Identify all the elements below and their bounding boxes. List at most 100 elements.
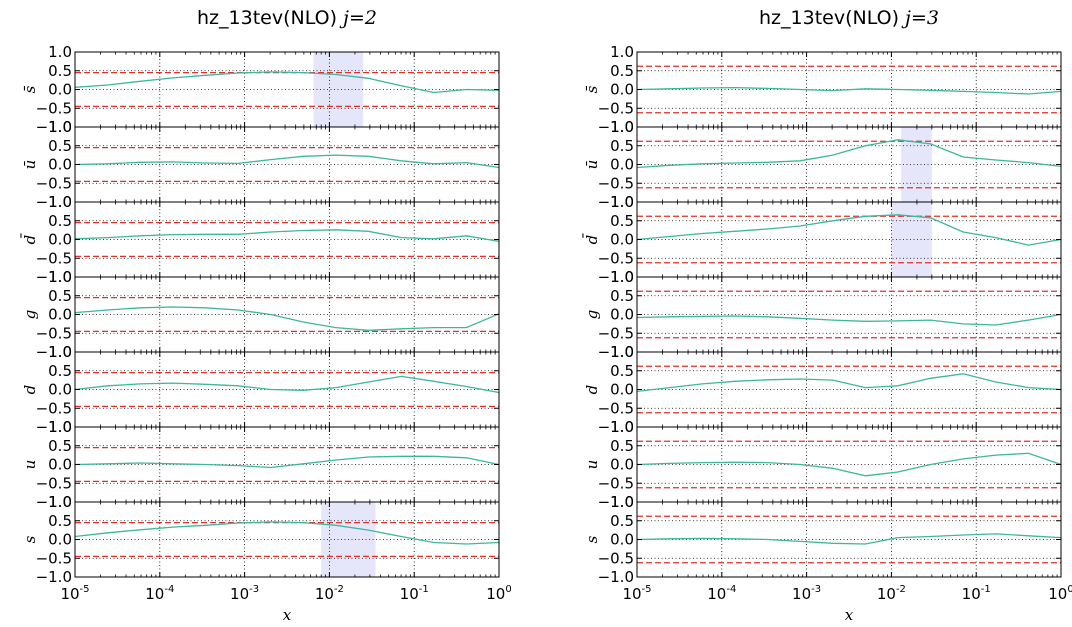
y-tick-label: 1.0 <box>48 493 72 511</box>
panel-label: s <box>583 535 601 543</box>
y-tick-label: 0.0 <box>610 81 634 99</box>
y-tick-label: −0.5 <box>598 474 634 492</box>
y-tick-label: 0.0 <box>610 156 634 174</box>
x-tick-label: 10-4 <box>707 584 736 603</box>
x-tick-label-base: 10 <box>962 585 981 603</box>
x-tick-label-base: 10 <box>145 585 164 603</box>
y-tick-label: −0.5 <box>36 399 72 417</box>
y-tick-label: −0.5 <box>36 549 72 567</box>
y-tick-label: 0.5 <box>48 512 72 530</box>
y-tick-label: 0.0 <box>610 306 634 324</box>
y-tick-label: 0.5 <box>610 437 634 455</box>
chart-title-equality: =2 <box>349 7 377 29</box>
y-tick-label: 1.0 <box>610 43 634 61</box>
panel-6: 1.00.50.0−0.5−1.0u <box>21 418 500 511</box>
y-tick-label: 0.0 <box>610 456 634 474</box>
y-tick-label: 1.0 <box>610 268 634 286</box>
y-tick-label: −1.0 <box>36 193 72 211</box>
y-tick-label: −1.0 <box>36 493 72 511</box>
y-tick-label: 1.0 <box>48 268 72 286</box>
panel-label: s <box>21 535 39 543</box>
x-tick-label-base: 10 <box>792 585 811 603</box>
y-tick-label: 0.0 <box>48 306 72 324</box>
panel-label: ū <box>21 160 39 170</box>
y-tick-label: −0.5 <box>36 249 72 267</box>
data-curve <box>74 229 500 243</box>
chart-2: hz_13tev(NLO) j=31.00.50.0−0.5−1.0s̄1.00… <box>583 7 1072 624</box>
highlight-band <box>901 127 932 202</box>
y-tick-label: 1.0 <box>48 418 72 436</box>
y-tick-label: 0.5 <box>610 362 634 380</box>
data-curve <box>636 313 1062 326</box>
data-curve <box>636 86 1062 95</box>
panel-label: d̄ <box>583 233 601 244</box>
y-tick-label: −0.5 <box>36 99 72 117</box>
chart-title: hz_13tev(NLO) j=2 <box>197 7 377 29</box>
panel-label: s̄ <box>583 85 601 93</box>
panel-5: 1.00.50.0−0.5−1.0d <box>583 343 1062 436</box>
y-tick-label: 1.0 <box>48 43 72 61</box>
x-tick-label: 10-2 <box>877 584 906 603</box>
y-tick-label: 1.0 <box>48 193 72 211</box>
chart-title: hz_13tev(NLO) j=3 <box>759 7 939 29</box>
x-tick-label-base: 10 <box>400 585 419 603</box>
y-tick-label: 0.0 <box>48 381 72 399</box>
y-tick-label: 0.0 <box>610 381 634 399</box>
x-tick-label-base: 10 <box>707 585 726 603</box>
y-tick-label: 0.5 <box>48 212 72 230</box>
chart-title-text: hz_13tev(NLO) <box>197 7 343 29</box>
data-curve <box>636 139 1062 169</box>
y-tick-label: −0.5 <box>598 549 634 567</box>
x-tick-label-base: 10 <box>60 585 79 603</box>
x-tick-label: 10-4 <box>145 584 174 603</box>
x-tick-label: 100 <box>1048 584 1072 603</box>
x-tick-label: 10-5 <box>622 584 651 603</box>
x-tick-label: 10-3 <box>230 584 259 603</box>
x-tick-label-exponent: -5 <box>642 584 652 595</box>
y-tick-label: −1.0 <box>598 493 634 511</box>
y-tick-label: −0.5 <box>598 324 634 342</box>
x-tick-label-exponent: -2 <box>896 584 906 595</box>
y-tick-label: −0.5 <box>598 99 634 117</box>
y-tick-label: 1.0 <box>610 343 634 361</box>
panel-label: u <box>21 460 39 470</box>
data-curve <box>74 154 500 169</box>
y-tick-label: −1.0 <box>598 568 634 586</box>
data-curve <box>74 375 500 394</box>
y-tick-label: 0.0 <box>48 156 72 174</box>
y-tick-label: −1.0 <box>36 343 72 361</box>
y-tick-label: −0.5 <box>36 174 72 192</box>
y-tick-label: 0.5 <box>610 137 634 155</box>
highlight-band <box>891 202 932 277</box>
y-tick-label: 0.5 <box>610 212 634 230</box>
y-tick-label: −1.0 <box>36 568 72 586</box>
data-curve <box>74 71 500 94</box>
x-tick-label-exponent: -4 <box>726 584 736 595</box>
x-tick-label: 100 <box>486 584 511 603</box>
y-tick-label: 0.0 <box>610 531 634 549</box>
y-tick-label: −1.0 <box>598 418 634 436</box>
x-tick-label-base: 10 <box>486 585 505 603</box>
y-tick-label: −1.0 <box>36 118 72 136</box>
x-tick-label-base: 10 <box>622 585 641 603</box>
x-tick-label-exponent: -3 <box>811 584 821 595</box>
x-tick-label-exponent: -4 <box>164 584 174 595</box>
chart-1: hz_13tev(NLO) j=21.00.50.0−0.5−1.0s̄1.00… <box>21 7 512 624</box>
data-curve <box>636 533 1062 545</box>
y-tick-label: 1.0 <box>610 118 634 136</box>
panel-label: s̄ <box>21 85 39 93</box>
y-tick-label: −1.0 <box>598 118 634 136</box>
panel-3: 1.00.50.0−0.5−1.0d̄ <box>583 193 1062 286</box>
y-tick-label: 0.5 <box>48 287 72 305</box>
data-curve <box>636 373 1062 393</box>
y-tick-label: −1.0 <box>598 268 634 286</box>
panel-4: 1.00.50.0−0.5−1.0g <box>583 268 1062 361</box>
y-tick-label: 0.5 <box>610 287 634 305</box>
data-curve <box>74 455 500 469</box>
x-axis-label: x <box>845 606 854 624</box>
x-tick-label-base: 10 <box>1048 585 1067 603</box>
x-tick-label: 10-1 <box>400 584 429 603</box>
x-axis-label: x <box>283 606 292 624</box>
x-tick-label-exponent: 0 <box>1067 584 1072 595</box>
y-tick-label: −0.5 <box>36 474 72 492</box>
